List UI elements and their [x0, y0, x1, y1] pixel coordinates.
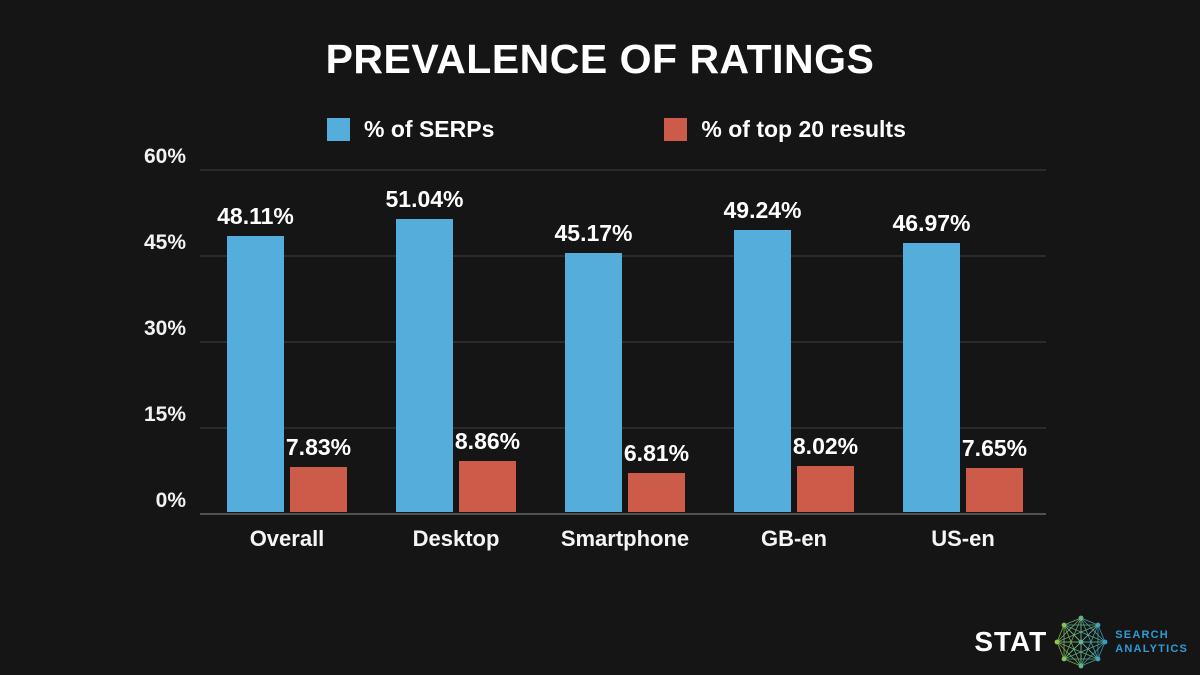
- serps-bar-us-en: [903, 242, 960, 512]
- top20-bar-overall: [290, 467, 347, 512]
- x-axis-category-label: Desktop: [412, 526, 500, 551]
- stat-logo-tagline: SEARCH ANALYTICS: [1115, 628, 1188, 657]
- tagline-line: ANALYTICS: [1115, 643, 1188, 655]
- top20-legend-swatch: [664, 118, 688, 141]
- top20-bar-gb-en: [797, 466, 854, 512]
- bar-value-label: 6.81%: [623, 439, 690, 466]
- serps-legend-swatch: [327, 118, 350, 141]
- x-axis-category-label: Overall: [249, 526, 325, 551]
- y-axis-tick-label: 60%: [143, 145, 186, 168]
- tagline-line: SEARCH: [1115, 628, 1169, 641]
- bar-value-label: 8.02%: [792, 433, 859, 460]
- serps-bar-smartphone: [565, 253, 622, 512]
- x-axis-category-label: US-en: [931, 526, 995, 551]
- bar-value-label: 48.11%: [217, 203, 294, 230]
- x-axis-category-label: Smartphone: [560, 526, 690, 551]
- y-axis-tick-label: 45%: [143, 231, 186, 254]
- y-axis-tick-label: 0%: [155, 489, 186, 512]
- top20-bar-smartphone: [628, 472, 685, 512]
- bar-value-label: 49.24%: [723, 196, 802, 223]
- y-axis-tick-label: 30%: [143, 317, 186, 340]
- bar-value-label: 45.17%: [554, 220, 633, 247]
- serps-bar-overall: [227, 236, 284, 512]
- chart-legend: % of SERPs % of top 20 results: [327, 116, 906, 143]
- legend-item-serps: % of SERPs: [327, 116, 494, 143]
- bar-value-label: 51.04%: [385, 186, 464, 213]
- gridline-15%: [200, 427, 1046, 429]
- serps-bar-desktop: [396, 219, 453, 512]
- gridline-60%: [200, 169, 1046, 171]
- bar-value-label: 7.83%: [285, 434, 352, 461]
- legend-item-top20: % of top 20 results: [664, 116, 906, 143]
- stat-logo-wordmark: STAT: [974, 626, 1048, 657]
- chart-title: PREVALENCE OF RATINGS: [325, 36, 875, 82]
- gridline-45%: [200, 255, 1046, 257]
- bar-chart-plot-area: 0% 15% 30% 45% 60% 48.11% 7.83% Overall 51.04% 8.…: [144, 145, 1046, 551]
- top20-bar-desktop: [459, 461, 516, 512]
- legend-label: % of top 20 results: [701, 116, 906, 142]
- y-axis-tick-label: 15%: [143, 403, 186, 426]
- serps-bar-gb-en: [734, 229, 791, 512]
- stat-network-icon: [1054, 615, 1108, 669]
- bar-value-label: 8.86%: [454, 428, 521, 455]
- bar-value-label: 7.65%: [961, 435, 1028, 462]
- stat-logo: STAT SEARCH ANALYTICS: [974, 615, 1188, 669]
- bar-value-label: 46.97%: [892, 209, 971, 236]
- x-axis-category-label: GB-en: [761, 526, 827, 551]
- legend-label: % of SERPs: [364, 116, 495, 142]
- gridline-30%: [200, 341, 1046, 343]
- top20-bar-us-en: [966, 468, 1023, 512]
- x-axis-line: [200, 513, 1046, 515]
